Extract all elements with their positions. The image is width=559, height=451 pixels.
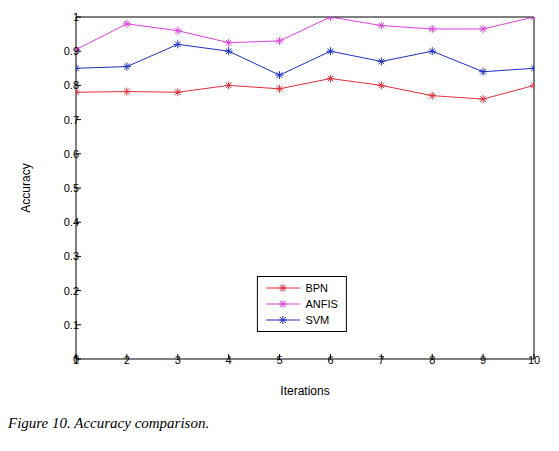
svg-text:0.3: 0.3: [64, 250, 79, 262]
svg-text:1: 1: [73, 354, 79, 366]
svg-text:8: 8: [429, 354, 435, 366]
html-text:Figure 10. Accuracy comparison: Figure 10. Accuracy comparison.: [8, 415, 210, 431]
svg-text:0.9: 0.9: [64, 45, 79, 57]
svg-text:10: 10: [528, 354, 540, 366]
svg-text:0.8: 0.8: [64, 79, 79, 91]
svg-text:4: 4: [226, 354, 232, 366]
svg-text:9: 9: [480, 354, 486, 366]
svg-text:0.5: 0.5: [64, 182, 79, 194]
svg-text:7: 7: [378, 354, 384, 366]
html-text:ANFIS: ANFIS: [305, 298, 338, 310]
svg-text:Iterations: Iterations: [280, 384, 329, 398]
svg-text:1: 1: [73, 11, 79, 23]
svg-text:0.7: 0.7: [64, 114, 79, 126]
svg-text:Accuracy: Accuracy: [19, 163, 33, 212]
svg-text:0.6: 0.6: [64, 148, 79, 160]
svg-text:5: 5: [276, 354, 282, 366]
svg-text:0.4: 0.4: [64, 216, 79, 228]
svg-text:0: 0: [73, 353, 79, 365]
svg-text:2: 2: [124, 354, 130, 366]
html-text:BPN: BPN: [305, 282, 328, 294]
svg-text:0.1: 0.1: [64, 319, 79, 331]
svg-text:6: 6: [327, 354, 333, 366]
svg-text:0.2: 0.2: [64, 285, 79, 297]
svg-text:3: 3: [175, 354, 181, 366]
html-text:SVM: SVM: [305, 314, 330, 326]
